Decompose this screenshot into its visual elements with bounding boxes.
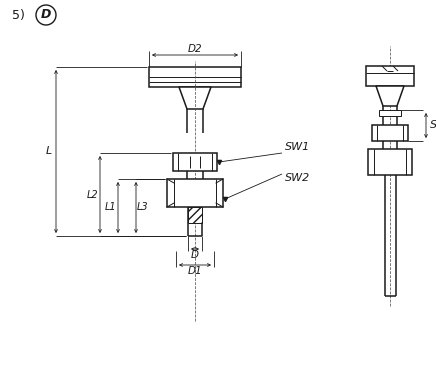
Text: L: L	[46, 147, 52, 157]
Bar	[368, 149, 412, 175]
Text: D1: D1	[187, 266, 202, 276]
Text: L1: L1	[105, 203, 117, 213]
Text: S: S	[429, 121, 436, 131]
Text: L3: L3	[137, 203, 149, 213]
Bar	[366, 66, 414, 86]
Text: SW1: SW1	[285, 142, 310, 152]
Bar	[379, 110, 401, 116]
Bar	[188, 207, 202, 223]
Text: SW2: SW2	[285, 173, 310, 183]
Text: L2: L2	[87, 190, 99, 200]
Text: D: D	[41, 9, 51, 22]
Bar	[167, 179, 223, 207]
Text: D2: D2	[187, 44, 202, 54]
Polygon shape	[179, 87, 211, 109]
Polygon shape	[376, 86, 404, 106]
Bar	[372, 125, 408, 141]
Text: 5): 5)	[12, 9, 25, 22]
Text: D: D	[191, 250, 199, 260]
Bar	[149, 67, 241, 87]
Bar	[173, 153, 217, 171]
